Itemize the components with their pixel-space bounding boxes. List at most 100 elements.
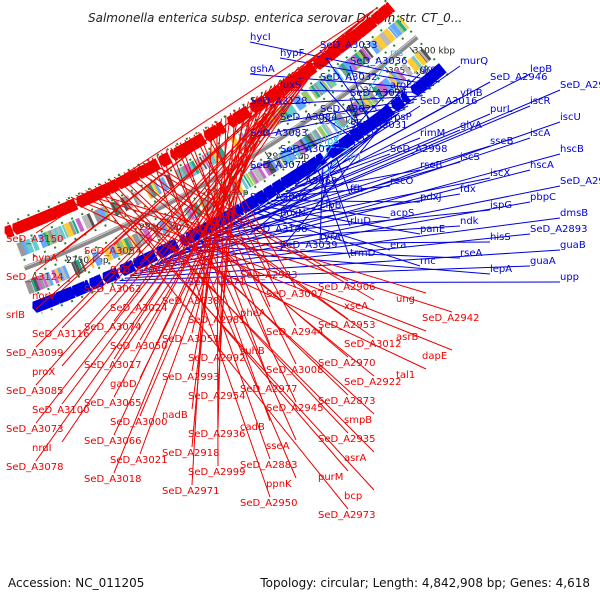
tick-label: 3100 kbp	[413, 47, 456, 57]
reverse-gene-label: SeD_A3074	[84, 322, 142, 333]
forward-gene-label: iscA	[530, 128, 550, 139]
reverse-misc-block	[50, 228, 59, 243]
forward-leader-line	[124, 249, 561, 279]
forward-gene-label: rluD	[350, 216, 371, 227]
reverse-misc-block	[394, 20, 405, 34]
forward-leader-line	[285, 153, 391, 193]
reverse-gene-label: SeD_A2906	[318, 282, 376, 293]
forward-misc-block	[108, 244, 119, 260]
reverse-gene-label: SeD_A2981	[188, 315, 246, 326]
forward-gene-label: SeD_A3077	[280, 144, 338, 155]
forward-leader-line	[213, 177, 491, 235]
forward-gene-label: SeD_A3083	[250, 128, 308, 139]
forward-gene-label: upp	[560, 272, 579, 283]
reverse-gene-label: SeD_A2922	[344, 377, 402, 388]
reverse-misc-block	[378, 31, 392, 47]
forward-gene-label: SeD_A2905	[560, 176, 600, 187]
reverse-misc-block	[67, 221, 77, 236]
reverse-misc-block	[71, 219, 80, 234]
forward-gene-label: SeD_A2946	[490, 72, 548, 83]
reverse-misc-block	[314, 81, 326, 95]
forward-gene-label: rlpS	[320, 136, 340, 147]
reverse-gene-block	[53, 206, 61, 219]
forward-misc-block	[372, 86, 384, 100]
forward-misc-block	[328, 119, 339, 133]
forward-misc-block	[308, 132, 319, 146]
forward-misc-block	[395, 68, 407, 82]
reverse-leader-line	[151, 157, 271, 498]
reverse-gene-label: SeD_A2954	[188, 391, 246, 402]
reverse-gene-label: dapE	[422, 351, 447, 362]
reverse-misc-block	[47, 230, 56, 245]
forward-misc-block	[252, 167, 265, 182]
forward-leader-line	[299, 105, 421, 184]
reverse-gene-label: SeD_A3086	[110, 265, 168, 276]
reverse-misc-block	[30, 236, 40, 252]
reverse-leader-line	[35, 33, 345, 386]
reverse-gene-label: recN	[162, 258, 185, 269]
reverse-misc-block	[86, 213, 96, 228]
label-leader-lines	[35, 7, 561, 510]
reverse-gene-label: asrB	[396, 332, 418, 343]
reverse-leader-line	[191, 123, 213, 486]
forward-gene-label: rseB	[420, 160, 442, 171]
forward-gene-label: SeD_A3128	[250, 96, 308, 107]
reverse-misc-block	[389, 22, 403, 37]
forward-gene-label: SeD_A3033	[320, 40, 378, 51]
reverse-misc-block	[382, 28, 397, 43]
forward-gene-label: rpsP	[390, 112, 412, 123]
reverse-gene-label: SeD_A2873	[318, 396, 376, 407]
reverse-gene-label: SeD_A3073	[6, 424, 64, 435]
reverse-misc-block	[75, 217, 85, 233]
reverse-leader-line	[139, 65, 302, 341]
forward-gene-label: gshA	[250, 64, 275, 75]
reverse-gene-label: asrA	[344, 453, 366, 464]
forward-gene-block	[113, 267, 121, 279]
forward-gene-label: hoxN	[280, 208, 306, 219]
reverse-leader-line	[94, 185, 375, 491]
reverse-misc-block	[354, 51, 367, 66]
reverse-misc-block	[319, 78, 331, 92]
reverse-gene-label: proX	[32, 367, 55, 378]
reverse-gene-label: bcp	[344, 491, 362, 502]
forward-misc-block	[87, 254, 95, 269]
forward-gene-label: trmD	[350, 248, 376, 259]
reverse-misc-block	[368, 40, 381, 55]
reverse-misc-block	[23, 238, 35, 254]
forward-misc-block	[366, 89, 379, 104]
forward-misc-block	[54, 268, 63, 283]
reverse-gene-label: SeD_A2970	[318, 358, 376, 369]
reverse-gene-label: SeD_A2992	[188, 353, 246, 364]
forward-gene-label: acpS	[390, 208, 414, 219]
forward-leader-line	[204, 209, 491, 240]
reverse-leader-line	[99, 183, 349, 472]
reverse-leader-line	[118, 174, 349, 396]
reverse-leader-line	[128, 169, 349, 358]
reverse-gene-label: tal1	[396, 370, 415, 381]
forward-misc-block	[316, 125, 329, 140]
reverse-misc-block	[310, 84, 321, 98]
forward-gene-label: SeD_A3036	[350, 56, 408, 67]
forward-leader-line	[319, 81, 369, 137]
reverse-gene-label: ppnK	[266, 479, 292, 490]
reverse-gene-block	[370, 14, 380, 25]
forward-misc-block	[381, 77, 395, 93]
reverse-misc-block	[61, 224, 69, 239]
forward-gene-label: iscU	[560, 112, 581, 123]
reverse-misc-block	[363, 45, 374, 59]
forward-leader-line	[194, 241, 491, 245]
forward-gene-label: era	[390, 240, 406, 251]
reverse-gene-label: SeD_A3100	[32, 405, 90, 416]
forward-leader-line	[349, 129, 356, 146]
forward-leader-line	[237, 97, 461, 221]
reverse-gene-block	[190, 137, 199, 150]
forward-gene-block	[254, 193, 263, 205]
forward-misc-block	[133, 232, 143, 247]
forward-gene-label: ndk	[460, 216, 479, 227]
forward-leader-line	[308, 73, 421, 178]
forward-misc-block	[386, 75, 398, 89]
forward-misc-block	[277, 153, 287, 167]
reverse-leader-line	[193, 134, 297, 327]
forward-gene-label: sseB	[490, 136, 514, 147]
forward-gene-label: SeD_A3108	[250, 224, 308, 235]
